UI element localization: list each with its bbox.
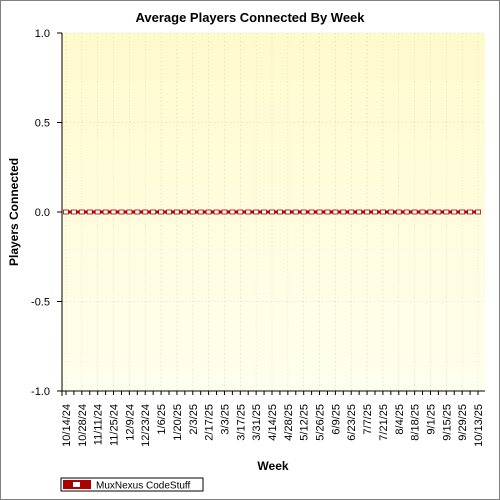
y-tick-label: -0.5: [31, 297, 50, 309]
data-point: [245, 209, 252, 215]
x-tick-label: 1/6/25: [156, 404, 168, 435]
data-point: [395, 209, 402, 215]
data-point: [467, 209, 473, 215]
data-point: [316, 209, 323, 215]
data-point: [332, 209, 339, 215]
data-point: [229, 209, 236, 215]
x-tick-label: 10/28/24: [77, 404, 89, 447]
data-point: [475, 209, 481, 215]
data-point: [213, 209, 220, 215]
x-tick-label: 11/25/24: [109, 404, 121, 446]
x-tick-label: 3/3/25: [219, 404, 231, 435]
legend: MuxNexus CodeStuff: [60, 477, 204, 492]
legend-label: MuxNexus CodeStuff: [96, 481, 191, 492]
data-point: [86, 209, 93, 215]
chart-title: Average Players Connected By Week: [135, 10, 365, 25]
legend-box: [60, 477, 204, 492]
data-point: [364, 209, 370, 215]
x-tick-label: 3/17/25: [235, 404, 247, 441]
x-tick-label: 11/11/24: [93, 404, 105, 445]
data-point: [63, 209, 69, 215]
data-point: [174, 209, 180, 215]
data-point: [78, 209, 85, 215]
data-point: [340, 209, 347, 215]
data-point: [459, 209, 466, 215]
data-point: [71, 209, 77, 215]
y-tick-label: 1.0: [35, 28, 50, 40]
x-tick-label: 10/13/25: [473, 404, 485, 447]
legend-marker: [73, 482, 80, 487]
data-point: [372, 209, 378, 215]
data-point: [380, 209, 386, 215]
x-tick-label: 9/1/25: [425, 404, 437, 435]
data-point: [102, 209, 109, 215]
data-point: [118, 209, 125, 215]
x-tick-label: 6/9/25: [330, 404, 342, 435]
data-point: [94, 209, 101, 215]
x-tick-label: 6/23/25: [346, 404, 358, 441]
data-point: [269, 209, 275, 215]
x-tick-label: 1/20/25: [172, 404, 184, 441]
data-point: [150, 209, 157, 215]
y-tick-label: 0.0: [35, 207, 50, 219]
data-point: [348, 209, 355, 215]
x-tick-label: 9/29/25: [457, 404, 469, 441]
y-axis-label: Players Connected: [7, 158, 21, 266]
data-point: [443, 209, 450, 215]
data-point: [253, 209, 260, 215]
x-tick-label: 8/4/25: [394, 404, 406, 435]
y-tick-label: 0.5: [35, 118, 50, 130]
data-point: [284, 209, 291, 215]
axes: [57, 33, 485, 396]
x-tick-label: 7/7/25: [362, 404, 374, 435]
data-point: [435, 209, 442, 215]
data-point: [134, 209, 141, 215]
data-point: [277, 209, 283, 215]
data-point: [197, 209, 204, 215]
y-tick-label: -1.0: [31, 386, 50, 398]
data-point: [158, 209, 164, 215]
data-point: [261, 209, 267, 215]
data-point: [387, 209, 394, 215]
x-axis-ticks: 10/14/24 10/28/24 11/11/24 11/25/24 12/9/24 1…: [61, 391, 485, 447]
data-point: [189, 209, 196, 215]
y-axis-ticks: 1.0 0.5 0.0 -0.5 -1.0: [31, 28, 62, 398]
data-point: [411, 209, 418, 215]
data-point: [142, 209, 149, 215]
data-point: [110, 209, 117, 215]
x-tick-label: 4/14/25: [267, 404, 279, 441]
series-group: [63, 209, 481, 215]
data-point: [205, 209, 212, 215]
data-point: [237, 209, 244, 215]
x-tick-label: 4/28/25: [283, 404, 295, 441]
data-point: [427, 209, 434, 215]
x-tick-label: 10/14/24: [61, 404, 73, 447]
data-point: [292, 209, 299, 215]
x-tick-label: 2/17/25: [204, 404, 216, 441]
data-point: [126, 209, 133, 215]
x-tick-label: 12/9/24: [124, 404, 136, 441]
x-tick-label: 8/18/25: [410, 404, 422, 441]
data-point: [451, 209, 458, 215]
x-tick-label: 5/12/25: [299, 404, 311, 441]
data-point: [419, 209, 426, 215]
data-point: [221, 209, 228, 215]
data-point: [356, 209, 363, 215]
data-point: [166, 209, 172, 215]
x-tick-label: 12/23/24: [140, 404, 152, 447]
data-point: [181, 209, 188, 215]
x-axis-label: Week: [257, 459, 288, 473]
data-point: [308, 209, 315, 215]
data-point: [300, 209, 307, 215]
x-tick-label: 3/31/25: [251, 404, 263, 441]
x-tick-label: 7/21/25: [378, 404, 390, 441]
x-tick-label: 2/3/25: [188, 404, 200, 435]
data-point: [403, 209, 410, 215]
x-tick-label: 9/15/25: [441, 404, 453, 441]
data-point: [324, 209, 331, 215]
x-tick-label: 5/26/25: [315, 404, 327, 441]
